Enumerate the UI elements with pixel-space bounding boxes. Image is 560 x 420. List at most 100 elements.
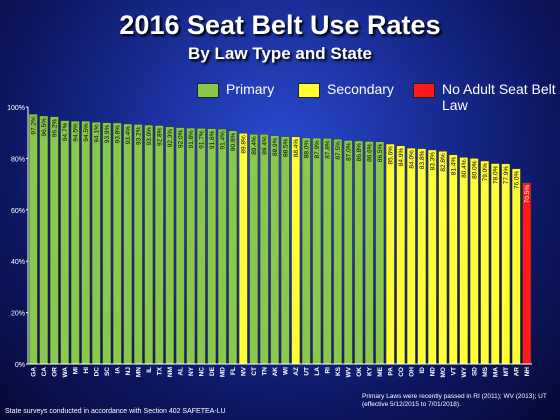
x-tick-label: AK	[272, 367, 279, 377]
legend-label-no-law: No Adult Seat Belt Law	[442, 81, 556, 113]
bar-value-label: 94.5%	[72, 123, 79, 142]
y-tick-label: 0%	[15, 362, 25, 369]
bar-wa	[60, 120, 70, 365]
x-tick-label: MA	[492, 367, 499, 377]
x-tick-label: FL	[230, 367, 237, 375]
footnote-primary-laws: Primary Laws were recently passed in RI …	[362, 393, 547, 408]
x-tick-label: CO	[398, 367, 405, 377]
x-tick-label: IL	[146, 367, 153, 373]
bar-or	[49, 116, 59, 365]
bar-value-label: 93.2%	[135, 126, 142, 145]
bar-mn	[133, 124, 143, 365]
x-tick-label: NH	[524, 367, 531, 377]
bar-mi	[70, 120, 80, 365]
bar-la	[312, 137, 322, 365]
x-tick-label: UT	[303, 367, 310, 376]
bar-de	[207, 128, 217, 365]
bar-value-label: 90.8%	[230, 132, 237, 151]
x-tick-label: WI	[282, 367, 289, 375]
x-tick-label: NJ	[125, 367, 132, 376]
bar-value-label: 86.6%	[366, 143, 373, 162]
bar-value-label: 77.9%	[503, 166, 510, 185]
bar-oh	[406, 147, 416, 365]
legend-item-primary: Primary	[197, 81, 274, 98]
bar-value-label: 89.4%	[261, 136, 268, 155]
x-tick-label: NM	[167, 367, 174, 377]
bar-value-label: 88.5%	[282, 138, 289, 157]
x-tick-label: NV	[240, 366, 247, 376]
x-tick-label: WV	[345, 366, 352, 377]
x-tick-label: HI	[83, 367, 90, 374]
x-tick-label: CT	[251, 367, 258, 376]
footnote-surveys: State surveys conducted in accordance wi…	[5, 408, 226, 415]
bar-ia	[112, 122, 122, 365]
x-tick-label: RI	[324, 367, 331, 374]
bar-tn	[259, 133, 269, 365]
x-tick-label: AL	[177, 367, 184, 376]
legend-swatch-primary	[197, 83, 219, 98]
chart-title: 2016 Seat Belt Use Rates	[119, 10, 441, 40]
x-tick-label: LA	[314, 367, 321, 376]
x-tick-label: GA	[30, 367, 37, 377]
bar-value-label: 88.4%	[293, 139, 300, 158]
bar-wy	[459, 157, 469, 365]
bar-nm	[165, 126, 175, 365]
x-tick-label: SC	[104, 367, 111, 376]
x-tick-label: MO	[440, 367, 447, 377]
bar-sd	[469, 158, 479, 365]
bar-al	[175, 127, 185, 365]
x-tick-label: MD	[219, 367, 226, 377]
bar-value-label: 92.3%	[167, 129, 174, 148]
x-tick-label: KY	[366, 366, 373, 376]
bar-value-label: 80.0%	[471, 160, 478, 179]
bar-ar	[511, 168, 521, 365]
bar-value-label: 70.5%	[524, 185, 531, 204]
bar-value-label: 89.4%	[251, 136, 258, 155]
x-tick-label: DC	[93, 367, 100, 377]
bar-value-label: 91.6%	[209, 130, 216, 149]
bar-sc	[102, 122, 112, 365]
x-tick-label: OH	[408, 367, 415, 377]
x-tick-label: MN	[135, 367, 142, 377]
bar-ri	[322, 138, 332, 365]
chart-subtitle: By Law Type and State	[188, 44, 372, 63]
x-tick-label: ME	[377, 366, 384, 376]
bar-nd	[427, 149, 437, 365]
bar-pa	[385, 143, 395, 365]
bar-ky	[364, 141, 374, 365]
x-tick-label: MI	[72, 367, 79, 374]
bar-value-label: 91.8%	[188, 130, 195, 149]
bar-wi	[280, 136, 290, 365]
bar-hi	[81, 120, 91, 365]
bar-value-label: 88.0%	[303, 140, 310, 159]
bar-value-label: 93.4%	[125, 126, 132, 145]
y-tick-label: 40%	[11, 259, 25, 266]
bar-il	[144, 124, 154, 365]
bar-ks	[333, 138, 343, 365]
bar-value-label: 88.9%	[272, 137, 279, 156]
x-tick-label: TN	[261, 367, 268, 376]
bar-ms	[480, 160, 490, 365]
bar-az	[291, 136, 301, 365]
legend-label-secondary: Secondary	[327, 81, 394, 97]
bar-value-label: 84.9%	[398, 148, 405, 167]
bar-value-label: 92.8%	[156, 127, 163, 146]
bar-value-label: 94.1%	[93, 124, 100, 143]
x-tick-label: VT	[450, 367, 457, 375]
bar-nj	[123, 123, 133, 365]
bar-value-label: 94.5%	[83, 123, 90, 142]
bar-value-label: 94.7%	[62, 122, 69, 141]
bar-value-label: 96.5%	[41, 118, 48, 137]
bar-nc	[196, 128, 206, 365]
bar-value-label: 96.2%	[51, 119, 58, 138]
x-tick-label: SD	[471, 367, 478, 376]
bar-id	[417, 148, 427, 365]
bar-me	[375, 141, 385, 365]
bar-value-label: 82.8%	[440, 153, 447, 172]
bar-value-label: 83.3%	[429, 152, 436, 171]
x-tick-label: MT	[503, 367, 510, 376]
bar-ga	[28, 113, 38, 365]
bar-value-label: 89.8%	[240, 135, 247, 154]
bar-mo	[438, 150, 448, 365]
